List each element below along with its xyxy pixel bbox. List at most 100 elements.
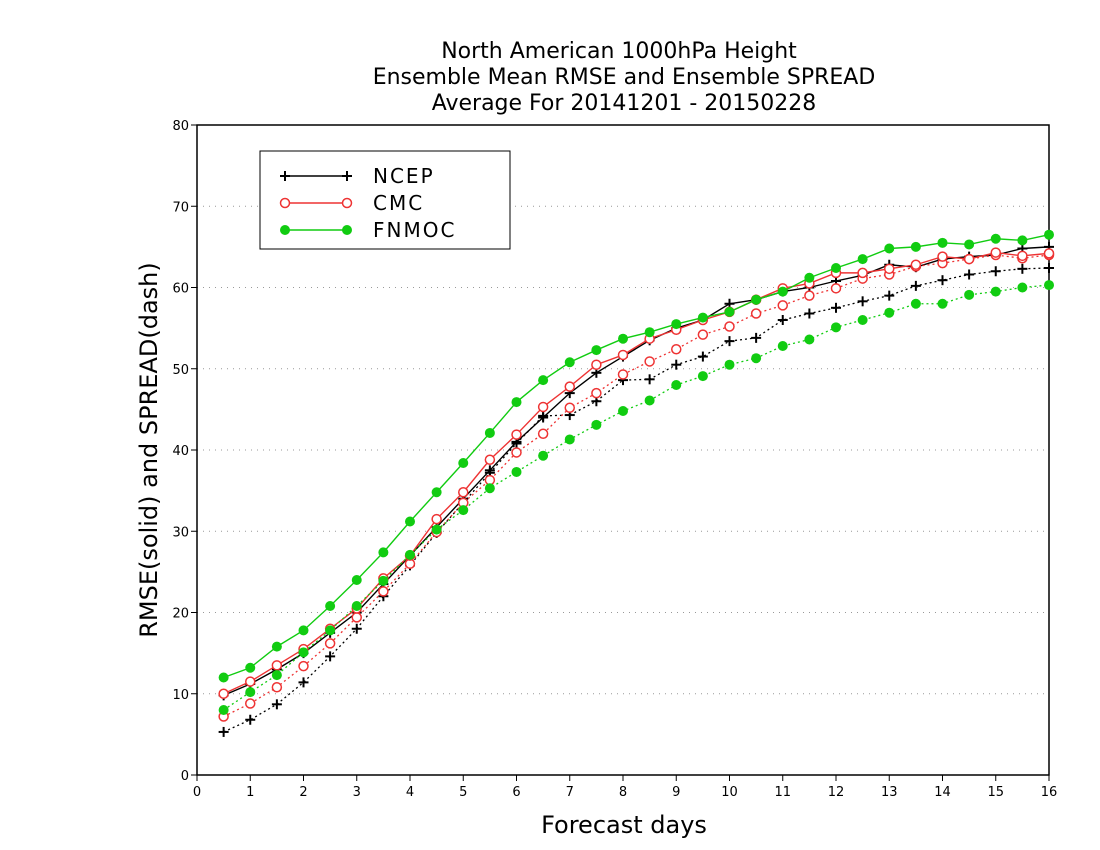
spread-line-fnmoc — [223, 284, 1050, 711]
rmse-point-fnmoc — [937, 237, 948, 248]
gridlines — [197, 205, 1049, 695]
spread-point-fnmoc — [644, 395, 655, 406]
x-tick-label: 14 — [934, 785, 951, 800]
spread-point-ncep — [644, 374, 655, 385]
legend-label-ncep: NCEP — [373, 164, 435, 188]
rmse-point-cmc — [218, 688, 229, 699]
rmse-point-fnmoc — [831, 263, 841, 273]
spread-point-fnmoc — [378, 575, 389, 586]
rmse-point-fnmoc — [431, 487, 442, 498]
spread-point-fnmoc — [964, 289, 975, 300]
x-tick-label: 16 — [1041, 785, 1058, 800]
rmse-point-cmc — [963, 253, 975, 265]
spread-point-fnmoc — [325, 625, 336, 636]
y-tick-label: 70 — [172, 200, 189, 215]
spread-point-fnmoc — [271, 670, 282, 681]
spread-point-fnmoc — [804, 334, 815, 345]
rmse-point-fnmoc — [751, 294, 762, 305]
rmse-point-fnmoc — [910, 241, 921, 252]
spread-point-ncep — [271, 699, 282, 710]
spread-point-cmc — [777, 300, 788, 311]
legend-item-ncep: NCEP — [280, 164, 435, 188]
spread-point-fnmoc — [671, 380, 682, 390]
rmse-point-fnmoc — [351, 575, 362, 585]
spread-point-fnmoc — [218, 705, 229, 715]
y-axis-label: RMSE(solid) and SPREAD(dash) — [135, 262, 163, 638]
spread-point-ncep — [218, 726, 229, 737]
rmse-point-fnmoc — [618, 333, 628, 344]
spread-point-ncep — [671, 359, 682, 370]
spread-point-cmc — [351, 612, 362, 623]
x-tick-label: 7 — [566, 785, 574, 800]
rmse-point-cmc — [617, 349, 629, 361]
legend-label-cmc: CMC — [373, 191, 424, 215]
spread-point-fnmoc — [697, 371, 708, 382]
series-ncep — [218, 241, 1054, 737]
spread-point-ncep — [804, 308, 815, 319]
spread-point-fnmoc — [351, 601, 362, 611]
series — [218, 229, 1055, 737]
legend-marker — [280, 225, 290, 235]
rmse-line-ncep — [223, 246, 1050, 697]
legend-marker — [342, 225, 352, 235]
x-tick-label: 13 — [881, 785, 898, 800]
spread-point-ncep — [964, 269, 975, 280]
rmse-point-fnmoc — [697, 312, 708, 323]
x-tick-label: 11 — [774, 785, 791, 800]
x-tick-label: 15 — [987, 785, 1004, 800]
spread-point-fnmoc — [884, 307, 895, 318]
rmse-line-cmc — [223, 251, 1050, 695]
series-fnmoc — [218, 229, 1054, 715]
spread-point-cmc — [804, 290, 815, 301]
spread-point-cmc — [697, 329, 709, 340]
spread-point-fnmoc — [777, 341, 788, 351]
x-tick-label: 2 — [299, 785, 307, 800]
rmse-point-cmc — [1017, 250, 1028, 262]
spread-line-cmc — [223, 254, 1050, 718]
spread-point-cmc — [830, 283, 842, 294]
rmse-point-fnmoc — [777, 286, 788, 297]
rmse-point-cmc — [857, 267, 868, 279]
rmse-point-cmc — [537, 401, 549, 413]
y-tick-label: 10 — [172, 688, 189, 703]
rmse-point-cmc — [1043, 248, 1055, 259]
spread-point-fnmoc — [937, 298, 948, 309]
rmse-point-fnmoc — [1017, 235, 1028, 246]
rmse-point-ncep — [538, 412, 549, 423]
rmse-line-fnmoc — [223, 234, 1050, 679]
rmse-point-fnmoc — [990, 233, 1001, 244]
spread-point-cmc — [644, 356, 655, 367]
spread-point-fnmoc — [511, 466, 522, 477]
spread-point-fnmoc — [618, 406, 628, 416]
x-tick-label: 5 — [459, 785, 467, 800]
rmse-point-fnmoc — [857, 254, 868, 265]
spread-point-fnmoc — [458, 505, 469, 516]
y-tick-label: 60 — [172, 282, 189, 297]
x-tick-label: 6 — [512, 785, 520, 800]
x-tick-label: 3 — [353, 785, 361, 800]
rmse-point-fnmoc — [884, 243, 895, 254]
rmse-point-fnmoc — [724, 306, 735, 317]
spread-point-cmc — [245, 698, 256, 709]
spread-point-ncep — [910, 280, 921, 291]
rmse-point-fnmoc — [644, 327, 655, 338]
spread-point-ncep — [884, 290, 895, 301]
spread-point-fnmoc — [431, 524, 442, 535]
rmse-point-fnmoc — [564, 357, 575, 368]
legend: NCEP CMC FNMOC — [259, 150, 511, 250]
spread-point-ncep — [857, 296, 868, 307]
spread-point-ncep — [351, 623, 362, 634]
spread-point-fnmoc — [990, 286, 1001, 297]
rmse-point-cmc — [271, 660, 283, 671]
y-tick-label: 40 — [172, 444, 189, 459]
spread-point-ncep — [751, 332, 762, 343]
spread-point-ncep — [1044, 263, 1054, 273]
spread-point-fnmoc — [405, 549, 415, 560]
spread-point-ncep — [990, 266, 1001, 277]
legend-box — [259, 150, 511, 250]
spread-point-fnmoc — [751, 353, 762, 364]
spread-point-fnmoc — [564, 434, 575, 445]
x-tick-label: 1 — [246, 785, 254, 800]
spread-point-fnmoc — [910, 298, 921, 309]
